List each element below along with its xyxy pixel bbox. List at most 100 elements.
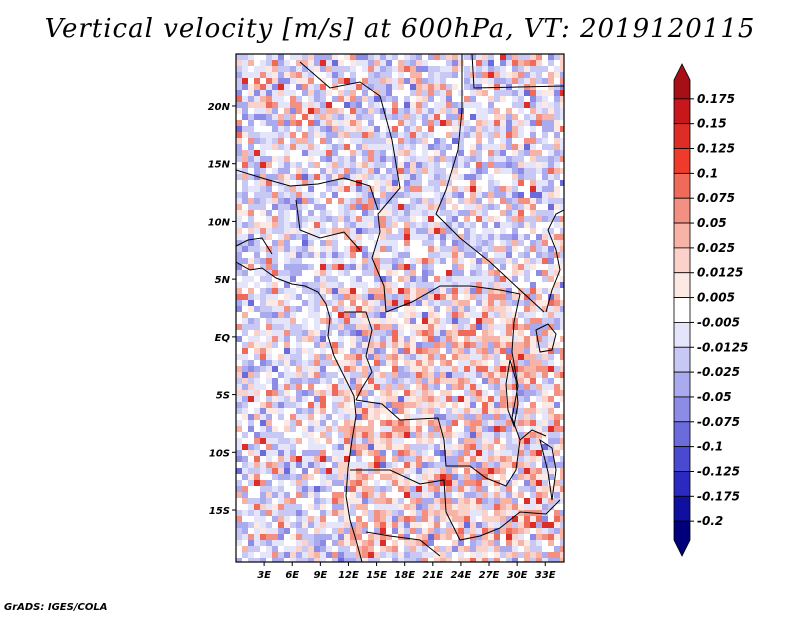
- field-cell: [242, 366, 249, 372]
- field-cell: [464, 204, 473, 210]
- field-cell: [392, 360, 398, 367]
- field-cell: [518, 162, 527, 170]
- field-cell: [440, 252, 446, 260]
- field-cell: [434, 132, 440, 138]
- field-cell: [476, 456, 484, 463]
- field-cell: [518, 282, 525, 288]
- field-cell: [290, 294, 299, 300]
- field-cell: [458, 516, 465, 522]
- field-cell: [374, 78, 382, 86]
- field-cell: [386, 330, 392, 336]
- field-cell: [428, 438, 434, 445]
- field-cell: [290, 480, 299, 487]
- field-cell: [512, 102, 520, 109]
- field-cell: [332, 102, 338, 108]
- border: [236, 237, 273, 255]
- field-cell: [290, 72, 298, 79]
- field-cell: [542, 102, 549, 108]
- field-cell: [296, 312, 303, 320]
- field-cell: [440, 240, 449, 248]
- field-cell: [434, 348, 443, 356]
- field-cell: [488, 180, 494, 188]
- field-cell: [302, 438, 310, 444]
- field-cell: [548, 438, 555, 446]
- field-cell: [554, 288, 560, 295]
- field-cell: [458, 102, 464, 109]
- field-cell: [386, 378, 392, 385]
- field-cell: [338, 312, 347, 318]
- field-cell: [356, 300, 365, 308]
- field-cell: [452, 60, 458, 67]
- field-cell: [494, 66, 502, 74]
- field-cell: [488, 390, 497, 398]
- field-cell: [440, 390, 448, 396]
- field-cell: [332, 456, 341, 464]
- field-cell: [404, 348, 411, 356]
- field-cell: [422, 450, 429, 456]
- field-cell: [548, 486, 554, 492]
- field-cell: [542, 216, 549, 223]
- field-cell: [266, 492, 274, 500]
- field-cell: [380, 510, 386, 518]
- field-cell: [266, 168, 275, 176]
- lake: [539, 438, 557, 501]
- field-cell: [272, 324, 281, 330]
- field-cell: [506, 528, 512, 534]
- field-cell: [296, 474, 304, 480]
- field-cell: [434, 534, 442, 540]
- field-cell: [356, 120, 362, 128]
- field-cell: [338, 474, 347, 480]
- field-cell: [254, 300, 262, 306]
- field-cell: [554, 450, 560, 457]
- colorbar-swatch: [673, 123, 691, 149]
- field-cell: [260, 300, 268, 307]
- field-cell: [272, 282, 281, 289]
- field-cell: [404, 408, 413, 416]
- field-cell: [416, 552, 422, 560]
- field-cell: [362, 450, 371, 458]
- field-cell: [272, 138, 279, 145]
- field-cell: [548, 384, 555, 391]
- field-cell: [548, 114, 555, 122]
- field-cell: [458, 378, 467, 386]
- field-cell: [398, 420, 406, 427]
- field-cell: [506, 294, 514, 300]
- field-cell: [278, 168, 287, 175]
- field-cell: [434, 366, 443, 372]
- field-cell: [296, 120, 302, 128]
- field-cell: [416, 258, 424, 264]
- field-cell: [500, 234, 507, 240]
- field-cell: [476, 516, 485, 524]
- field-cell: [380, 234, 388, 242]
- field-cell: [536, 96, 545, 103]
- field-cell: [554, 504, 560, 512]
- field-cell: [434, 420, 440, 427]
- field-cell: [320, 462, 328, 470]
- field-cell: [320, 156, 328, 163]
- field-cell: [536, 198, 543, 204]
- field-cell: [434, 198, 441, 205]
- field-cell: [548, 492, 556, 500]
- field-cell: [542, 78, 551, 84]
- field-cell: [362, 360, 368, 366]
- field-cell: [488, 258, 496, 264]
- field-cell: [266, 72, 273, 80]
- field-cell: [482, 420, 488, 427]
- field-cell: [410, 132, 418, 138]
- field-cell: [470, 294, 477, 302]
- field-cell: [560, 456, 564, 463]
- field-cell: [266, 360, 273, 367]
- field-cell: [392, 114, 400, 121]
- field-cell: [548, 192, 554, 200]
- field-cell: [470, 192, 478, 200]
- field-cell: [326, 108, 332, 116]
- field-cell: [512, 558, 519, 562]
- field-cell: [356, 174, 364, 182]
- field-cell: [500, 384, 509, 390]
- field-cell: [254, 324, 261, 332]
- field-cell: [518, 522, 527, 529]
- field-cell: [506, 552, 512, 559]
- field-cell: [506, 486, 513, 494]
- field-cell: [398, 474, 406, 482]
- field-cell: [320, 138, 329, 145]
